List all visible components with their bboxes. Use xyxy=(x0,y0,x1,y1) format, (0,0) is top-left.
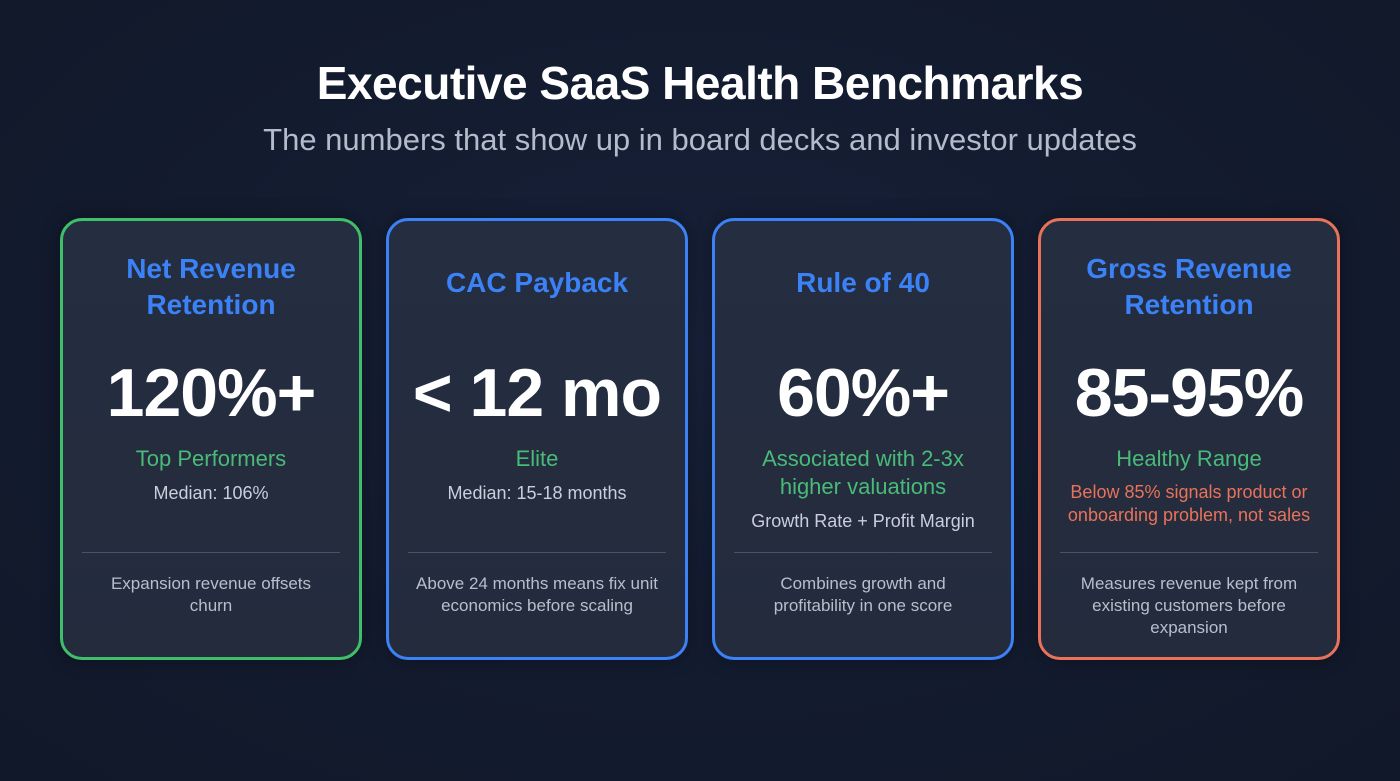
metric-label: Top Performers xyxy=(135,446,287,471)
card-title-line: Retention xyxy=(146,289,276,320)
page-subtitle: The numbers that show up in board decks … xyxy=(263,122,1137,157)
card-title-line: Gross Revenue xyxy=(1086,253,1292,284)
metric-value: < 12 mo xyxy=(412,355,662,431)
card-gross-revenue-retention: Gross Revenue Retention 85-95% Healthy R… xyxy=(1038,218,1340,660)
divider xyxy=(408,552,666,553)
card-title: Net Revenue Retention xyxy=(63,251,359,323)
metric-description: Above 24 months means fix unit economics… xyxy=(416,574,658,615)
card-title: Rule of 40 xyxy=(796,267,930,298)
card-title: CAC Payback xyxy=(445,267,629,298)
metric-median: Median: 106% xyxy=(153,483,269,503)
metric-formula: Growth Rate + Profit Margin xyxy=(751,511,975,531)
metric-median: Median: 15-18 months xyxy=(447,483,627,503)
metric-value: 120%+ xyxy=(106,355,317,431)
card-rule-of-40: Rule of 40 60%+ Associated with 2-3x hig… xyxy=(712,218,1014,660)
card-cac-payback: CAC Payback < 12 mo Elite Median: 15-18 … xyxy=(386,218,688,660)
divider xyxy=(1060,552,1318,553)
card-title-line: Retention xyxy=(1124,289,1254,320)
card-title: Gross Revenue Retention xyxy=(1041,251,1337,323)
page-title: Executive SaaS Health Benchmarks xyxy=(316,57,1084,109)
metric-description: Combines growth and profitability in one… xyxy=(773,574,953,615)
metric-value: 60%+ xyxy=(777,355,950,431)
metric-description: Expansion revenue offsets churn xyxy=(110,574,312,615)
metric-label: Elite xyxy=(515,446,559,471)
divider xyxy=(82,552,340,553)
metric-label: Associated with 2-3x higher valuations xyxy=(715,445,1011,501)
metric-value: 85-95% xyxy=(1074,355,1304,431)
metric-label-line: higher valuations xyxy=(779,474,947,499)
card-net-revenue-retention: Net Revenue Retention 120%+ Top Performe… xyxy=(60,218,362,660)
divider xyxy=(734,552,992,553)
metric-description: Measures revenue kept from existing cust… xyxy=(1080,574,1298,637)
metric-label-line: Associated with 2-3x xyxy=(762,446,964,471)
card-title-line: Net Revenue xyxy=(126,253,296,284)
warning-text: Below 85% signals product or onboarding … xyxy=(1067,482,1311,525)
metric-label: Healthy Range xyxy=(1116,446,1262,471)
